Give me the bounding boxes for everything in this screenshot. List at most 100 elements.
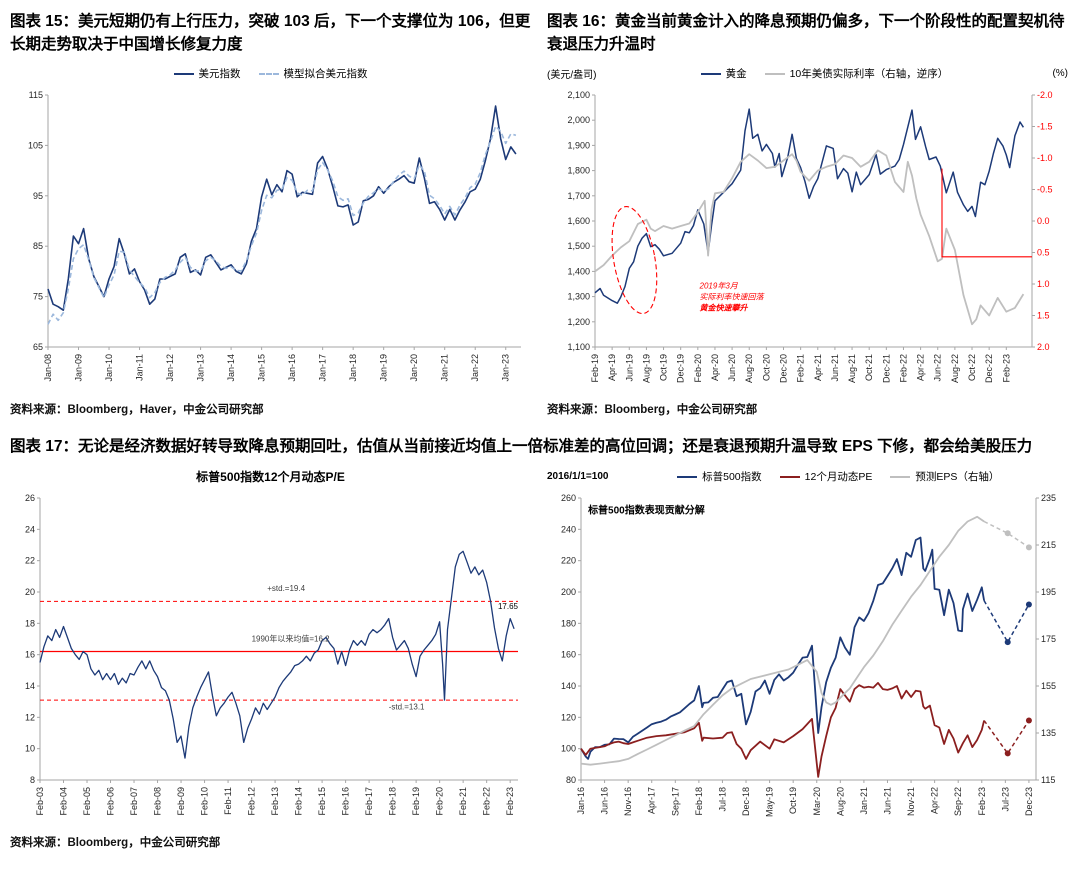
svg-text:1,800: 1,800 xyxy=(567,165,590,175)
svg-text:Dec-20: Dec-20 xyxy=(779,354,789,383)
svg-text:105: 105 xyxy=(28,140,43,150)
svg-text:Feb-23: Feb-23 xyxy=(1001,354,1011,383)
svg-text:1,900: 1,900 xyxy=(567,140,590,150)
svg-text:Dec-19: Dec-19 xyxy=(676,354,686,383)
svg-text:Feb-03: Feb-03 xyxy=(35,787,45,816)
svg-text:-1.0: -1.0 xyxy=(1037,153,1053,163)
svg-text:160: 160 xyxy=(561,649,576,659)
svg-text:Jan-23: Jan-23 xyxy=(501,354,511,382)
left-axis-unit-label: (美元/盎司) xyxy=(547,70,597,81)
figure-17-right: 2016/1/1=100 标普500指数 12个月动态PE 预测EPS（右轴） 26… xyxy=(547,468,1068,828)
svg-text:Jun-22: Jun-22 xyxy=(933,354,943,382)
legend-label: 黄金 xyxy=(725,68,747,80)
svg-text:1.5: 1.5 xyxy=(1037,310,1050,320)
figure-15-legend: 美元指数 模型拟合美元指数 xyxy=(10,66,531,81)
svg-text:黄金快速攀升: 黄金快速攀升 xyxy=(700,302,749,312)
svg-text:Jun-21: Jun-21 xyxy=(882,787,892,815)
svg-text:Jan-09: Jan-09 xyxy=(74,354,84,382)
svg-text:Dec-21: Dec-21 xyxy=(881,354,891,383)
svg-text:Feb-18: Feb-18 xyxy=(694,787,704,816)
svg-text:Jan-12: Jan-12 xyxy=(165,354,175,382)
pe-chart-title: 标普500指数12个月动态P/E xyxy=(196,469,345,484)
svg-text:Feb-08: Feb-08 xyxy=(153,787,163,816)
svg-text:120: 120 xyxy=(561,712,576,722)
figure-16-legend-row: (美元/盎司) 黄金 10年美债实际利率（右轴，逆序） (%) xyxy=(547,65,1068,83)
svg-text:Oct-19: Oct-19 xyxy=(659,354,669,381)
svg-text:标普500指数表现贡献分解: 标普500指数表现贡献分解 xyxy=(587,503,705,516)
svg-text:2,100: 2,100 xyxy=(567,90,590,100)
svg-text:Feb-23: Feb-23 xyxy=(505,787,515,816)
svg-text:Jun-20: Jun-20 xyxy=(727,354,737,382)
svg-text:220: 220 xyxy=(561,555,576,565)
legend-marker xyxy=(173,72,194,75)
svg-text:8: 8 xyxy=(30,775,35,785)
svg-text:Jan-21: Jan-21 xyxy=(859,787,869,815)
svg-text:Feb-09: Feb-09 xyxy=(176,787,186,816)
sp500-decomposition-chart: 260 240 220 200 180 160 140 120 100 80 235 215 195 17… xyxy=(561,493,1056,817)
svg-text:Feb-21: Feb-21 xyxy=(458,787,468,816)
svg-text:22: 22 xyxy=(25,555,35,565)
svg-text:240: 240 xyxy=(561,524,576,534)
svg-text:Aug-21: Aug-21 xyxy=(847,354,857,383)
legend-item: 美元指数 xyxy=(173,66,241,81)
svg-text:Apr-21: Apr-21 xyxy=(813,354,823,381)
figure-17-left: 标普500指数12个月动态P/E 26 24 22 20 18 16 14 12 10 8 Feb-… xyxy=(10,468,531,828)
svg-text:115: 115 xyxy=(29,90,43,100)
legend-item: 模型拟合美元指数 xyxy=(258,66,368,81)
svg-text:Oct-22: Oct-22 xyxy=(967,354,977,381)
svg-text:-std.=13.1: -std.=13.1 xyxy=(389,702,425,711)
svg-text:Feb-14: Feb-14 xyxy=(294,787,304,816)
svg-text:Apr-19: Apr-19 xyxy=(607,354,617,381)
svg-text:Feb-19: Feb-19 xyxy=(590,354,600,383)
svg-text:2.0: 2.0 xyxy=(1037,342,1050,352)
legend-item: 10年美债实际利率（右轴，逆序） xyxy=(764,66,948,81)
legend-marker xyxy=(677,475,698,478)
svg-text:Feb-06: Feb-06 xyxy=(106,787,116,816)
legend-item: 12个月动态PE xyxy=(779,469,872,484)
figure-17-source: 资料来源：Bloomberg，中金公司研究部 xyxy=(10,836,221,849)
svg-text:0.5: 0.5 xyxy=(1037,247,1050,257)
svg-text:Aug-20: Aug-20 xyxy=(744,354,754,383)
svg-text:Feb-04: Feb-04 xyxy=(59,787,69,816)
svg-text:Oct-19: Oct-19 xyxy=(788,787,798,814)
legend-marker xyxy=(779,475,800,478)
svg-text:65: 65 xyxy=(33,342,43,352)
figure-16-source: 资料来源：Bloomberg，中金公司研究部 xyxy=(547,403,758,416)
legend-marker xyxy=(890,475,911,478)
svg-text:Jan-20: Jan-20 xyxy=(409,354,419,382)
legend-item: 预测EPS（右轴） xyxy=(890,469,999,484)
svg-text:Feb-13: Feb-13 xyxy=(270,787,280,816)
svg-text:Feb-10: Feb-10 xyxy=(200,787,210,816)
svg-text:100: 100 xyxy=(561,743,576,753)
svg-text:1,100: 1,100 xyxy=(567,342,590,352)
svg-text:135: 135 xyxy=(1041,728,1056,738)
legend-label: 美元指数 xyxy=(198,68,241,80)
svg-text:Jan-17: Jan-17 xyxy=(318,354,328,382)
svg-text:Aug-20: Aug-20 xyxy=(835,787,845,816)
svg-text:26: 26 xyxy=(25,493,35,503)
svg-text:Jan-19: Jan-19 xyxy=(379,354,389,382)
svg-text:Aug-19: Aug-19 xyxy=(641,354,651,383)
svg-text:Jun-19: Jun-19 xyxy=(624,354,634,382)
svg-text:215: 215 xyxy=(1041,540,1056,550)
svg-text:2019年3月: 2019年3月 xyxy=(699,281,739,290)
svg-text:18: 18 xyxy=(25,618,35,628)
svg-text:1,700: 1,700 xyxy=(567,190,590,200)
svg-text:95: 95 xyxy=(33,190,43,200)
svg-text:-1.5: -1.5 xyxy=(1037,121,1053,131)
svg-text:Feb-23: Feb-23 xyxy=(977,787,987,816)
svg-text:1,500: 1,500 xyxy=(567,241,590,251)
svg-text:Dec-18: Dec-18 xyxy=(741,787,751,816)
svg-text:Oct-21: Oct-21 xyxy=(864,354,874,381)
svg-text:Jan-08: Jan-08 xyxy=(43,354,53,382)
legend-item: 标普500指数 xyxy=(677,469,762,484)
svg-text:Nov-21: Nov-21 xyxy=(906,787,916,816)
svg-text:200: 200 xyxy=(561,587,576,597)
svg-text:Dec-22: Dec-22 xyxy=(984,354,994,383)
svg-text:20: 20 xyxy=(25,587,35,597)
figure-15-source: 资料来源：Bloomberg，Haver，中金公司研究部 xyxy=(10,403,264,416)
svg-text:Feb-12: Feb-12 xyxy=(247,787,257,816)
svg-text:Sep-17: Sep-17 xyxy=(670,787,680,816)
figure-16-legend: 黄金 10年美债实际利率（右轴，逆序） xyxy=(596,66,1052,81)
